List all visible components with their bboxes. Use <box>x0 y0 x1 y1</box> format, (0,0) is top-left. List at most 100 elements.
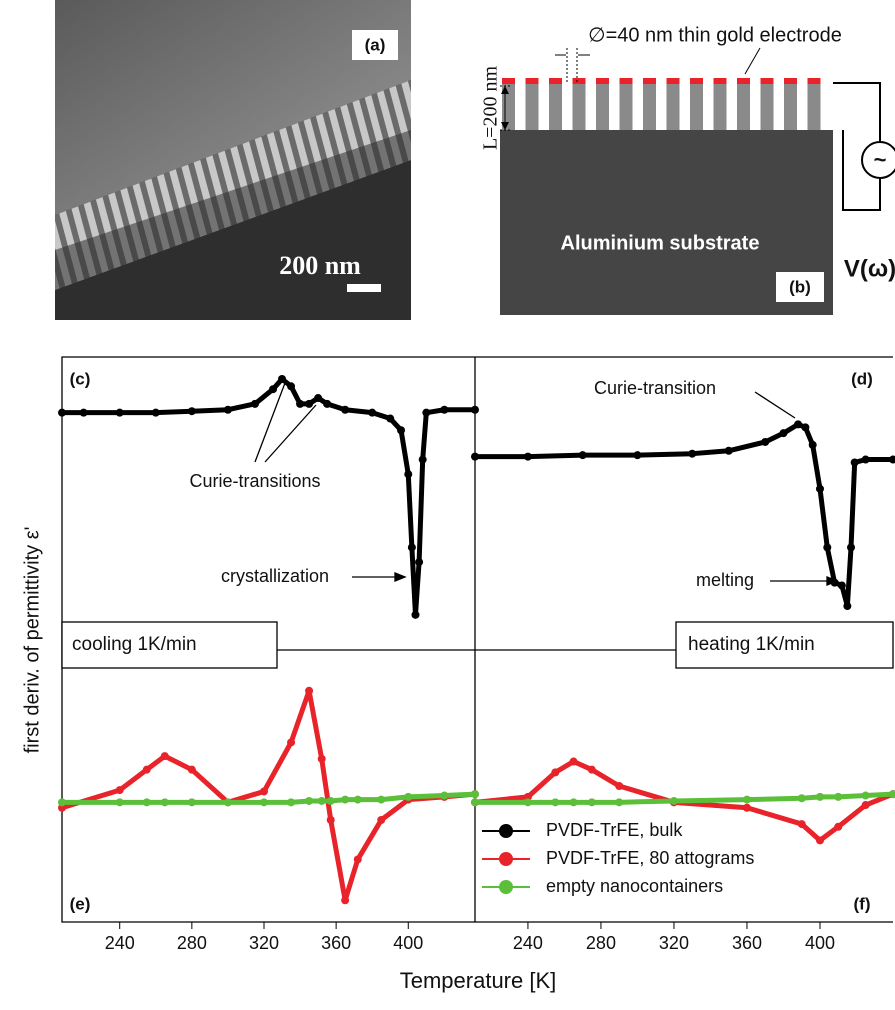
data-point <box>58 408 66 417</box>
panel-label: (f) <box>854 894 871 913</box>
legend-swatch-dot <box>499 852 513 866</box>
data-point <box>724 446 733 455</box>
gold-electrode <box>784 78 797 84</box>
data-point <box>341 795 350 804</box>
nanopillar <box>572 84 586 130</box>
data-point <box>353 855 362 864</box>
data-point <box>834 822 843 831</box>
data-point <box>404 470 413 479</box>
scale-bar-label: 200 nm <box>279 251 361 280</box>
data-point <box>440 405 449 414</box>
data-point <box>801 423 810 432</box>
data-point <box>471 790 479 799</box>
gold-electrode <box>737 78 750 84</box>
data-point <box>250 399 259 408</box>
legend-label: PVDF-TrFE, bulk <box>546 820 683 840</box>
data-point <box>353 795 362 804</box>
data-point <box>688 449 697 458</box>
data-point <box>386 414 395 423</box>
data-point <box>407 543 416 552</box>
gold-electrode <box>619 78 633 84</box>
data-point <box>578 451 587 460</box>
data-point <box>411 610 420 619</box>
data-point <box>341 896 350 905</box>
data-point <box>742 803 751 812</box>
panel-label: (d) <box>851 369 873 388</box>
data-point <box>287 798 296 807</box>
annotation: Curie-transition <box>594 378 716 398</box>
data-point <box>259 798 268 807</box>
data-point <box>669 796 678 805</box>
gold-electrode <box>572 78 586 84</box>
data-point <box>889 790 895 799</box>
annotation: melting <box>696 570 754 590</box>
data-point <box>830 578 839 587</box>
data-point <box>341 405 350 414</box>
data-point <box>326 796 335 805</box>
x-axis-label: Temperature [K] <box>400 968 557 993</box>
data-point <box>317 796 326 805</box>
data-point <box>287 738 296 747</box>
nanopillar <box>619 84 633 130</box>
data-point <box>551 798 560 807</box>
data-point <box>305 686 314 695</box>
nanopillar <box>525 84 539 130</box>
data-point <box>142 765 151 774</box>
data-point <box>823 543 832 552</box>
data-point <box>115 408 124 417</box>
data-point <box>471 452 479 461</box>
annotation: crystallization <box>221 566 329 586</box>
gold-electrode <box>596 78 609 84</box>
nanopillar <box>666 84 680 130</box>
data-point <box>115 786 124 795</box>
data-point <box>142 798 151 807</box>
nanopillar <box>737 84 750 130</box>
gold-electrode <box>525 78 539 84</box>
annotation: Curie-transitions <box>189 471 320 491</box>
data-point <box>305 796 314 805</box>
data-point <box>742 795 751 804</box>
length-label: L=200 nm <box>480 66 502 150</box>
x-tick-label: 360 <box>732 933 762 953</box>
data-point <box>287 382 296 391</box>
x-tick-label: 360 <box>321 933 351 953</box>
data-point <box>223 798 232 807</box>
data-point <box>797 820 806 829</box>
data-point <box>815 484 824 493</box>
data-point <box>269 385 278 394</box>
data-point <box>523 798 532 807</box>
sem-image <box>55 0 411 320</box>
schematic <box>500 47 895 315</box>
x-tick-label: 400 <box>393 933 423 953</box>
condition-label: cooling 1K/min <box>72 634 197 655</box>
data-point <box>847 543 856 552</box>
legend-label: PVDF-TrFE, 80 attograms <box>546 848 754 868</box>
data-point <box>58 798 66 807</box>
x-tick-label: 280 <box>586 933 616 953</box>
data-point <box>808 440 817 449</box>
condition-label: heating 1K/min <box>688 634 815 655</box>
data-point <box>889 455 895 464</box>
series-line <box>472 421 895 609</box>
data-point <box>633 451 642 460</box>
panel-label: (e) <box>70 894 91 913</box>
data-point <box>761 437 770 446</box>
data-point <box>305 399 314 408</box>
data-point <box>317 754 326 763</box>
data-point <box>296 399 305 408</box>
legend-swatch-dot <box>499 880 513 894</box>
data-point <box>160 752 169 761</box>
panel-label: (b) <box>789 277 811 296</box>
nanopillar <box>690 84 703 130</box>
voltage-label: V(ω) <box>844 255 895 282</box>
data-point <box>523 452 532 461</box>
x-tick-label: 400 <box>805 933 835 953</box>
data-point <box>615 782 624 790</box>
data-point <box>151 408 160 417</box>
nanopillar <box>549 84 562 130</box>
substrate-label: Aluminium substrate <box>561 232 760 254</box>
series-line <box>472 791 895 805</box>
data-point <box>79 408 88 417</box>
data-point <box>837 581 846 590</box>
data-point <box>794 420 803 429</box>
